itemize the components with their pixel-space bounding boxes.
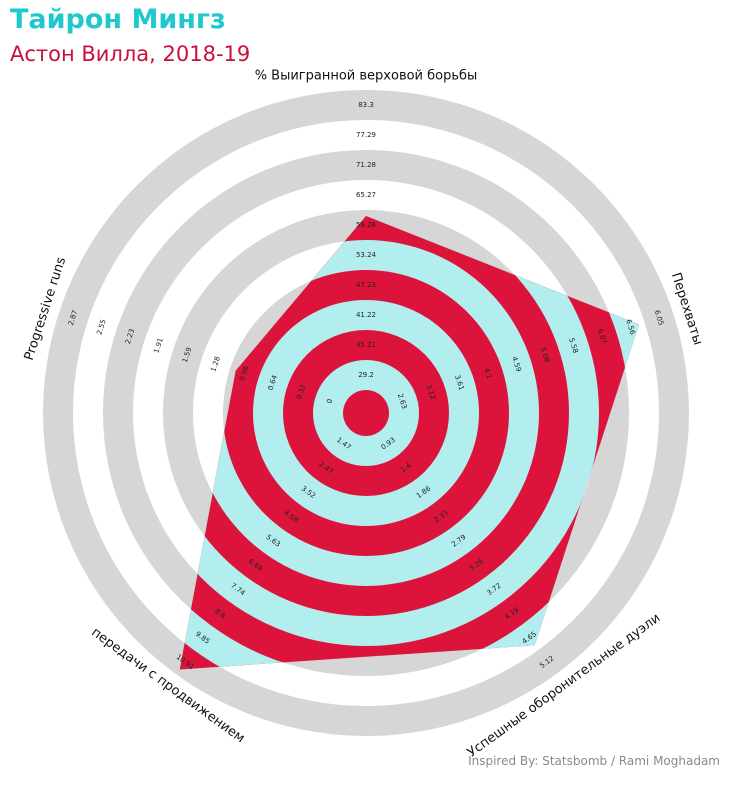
tick-label: 0 bbox=[325, 398, 334, 405]
tick-label: 71.28 bbox=[356, 161, 376, 169]
tick-label: 59.26 bbox=[356, 221, 377, 229]
tick-label: 29.2 bbox=[358, 371, 374, 379]
player-band bbox=[343, 390, 389, 436]
credit-text: Inspired By: Statsbomb / Rami Moghadam bbox=[468, 754, 720, 768]
tick-label: 53.24 bbox=[356, 251, 377, 259]
tick-label: 41.22 bbox=[356, 311, 376, 319]
tick-label: 4.1 bbox=[482, 367, 493, 380]
radar-rings bbox=[43, 90, 689, 736]
tick-label: 35.21 bbox=[356, 341, 376, 349]
tick-label: 77.29 bbox=[356, 131, 376, 139]
tick-label: 83.3 bbox=[358, 101, 374, 109]
axis-label: % Выигранной верховой борьбы bbox=[255, 69, 478, 84]
chart-subtitle: Астон Вилла, 2018-19 bbox=[10, 42, 251, 66]
chart-title: Тайрон Мингз bbox=[10, 4, 226, 35]
tick-label: 65.27 bbox=[356, 191, 376, 199]
tick-label: 47.23 bbox=[356, 281, 376, 289]
